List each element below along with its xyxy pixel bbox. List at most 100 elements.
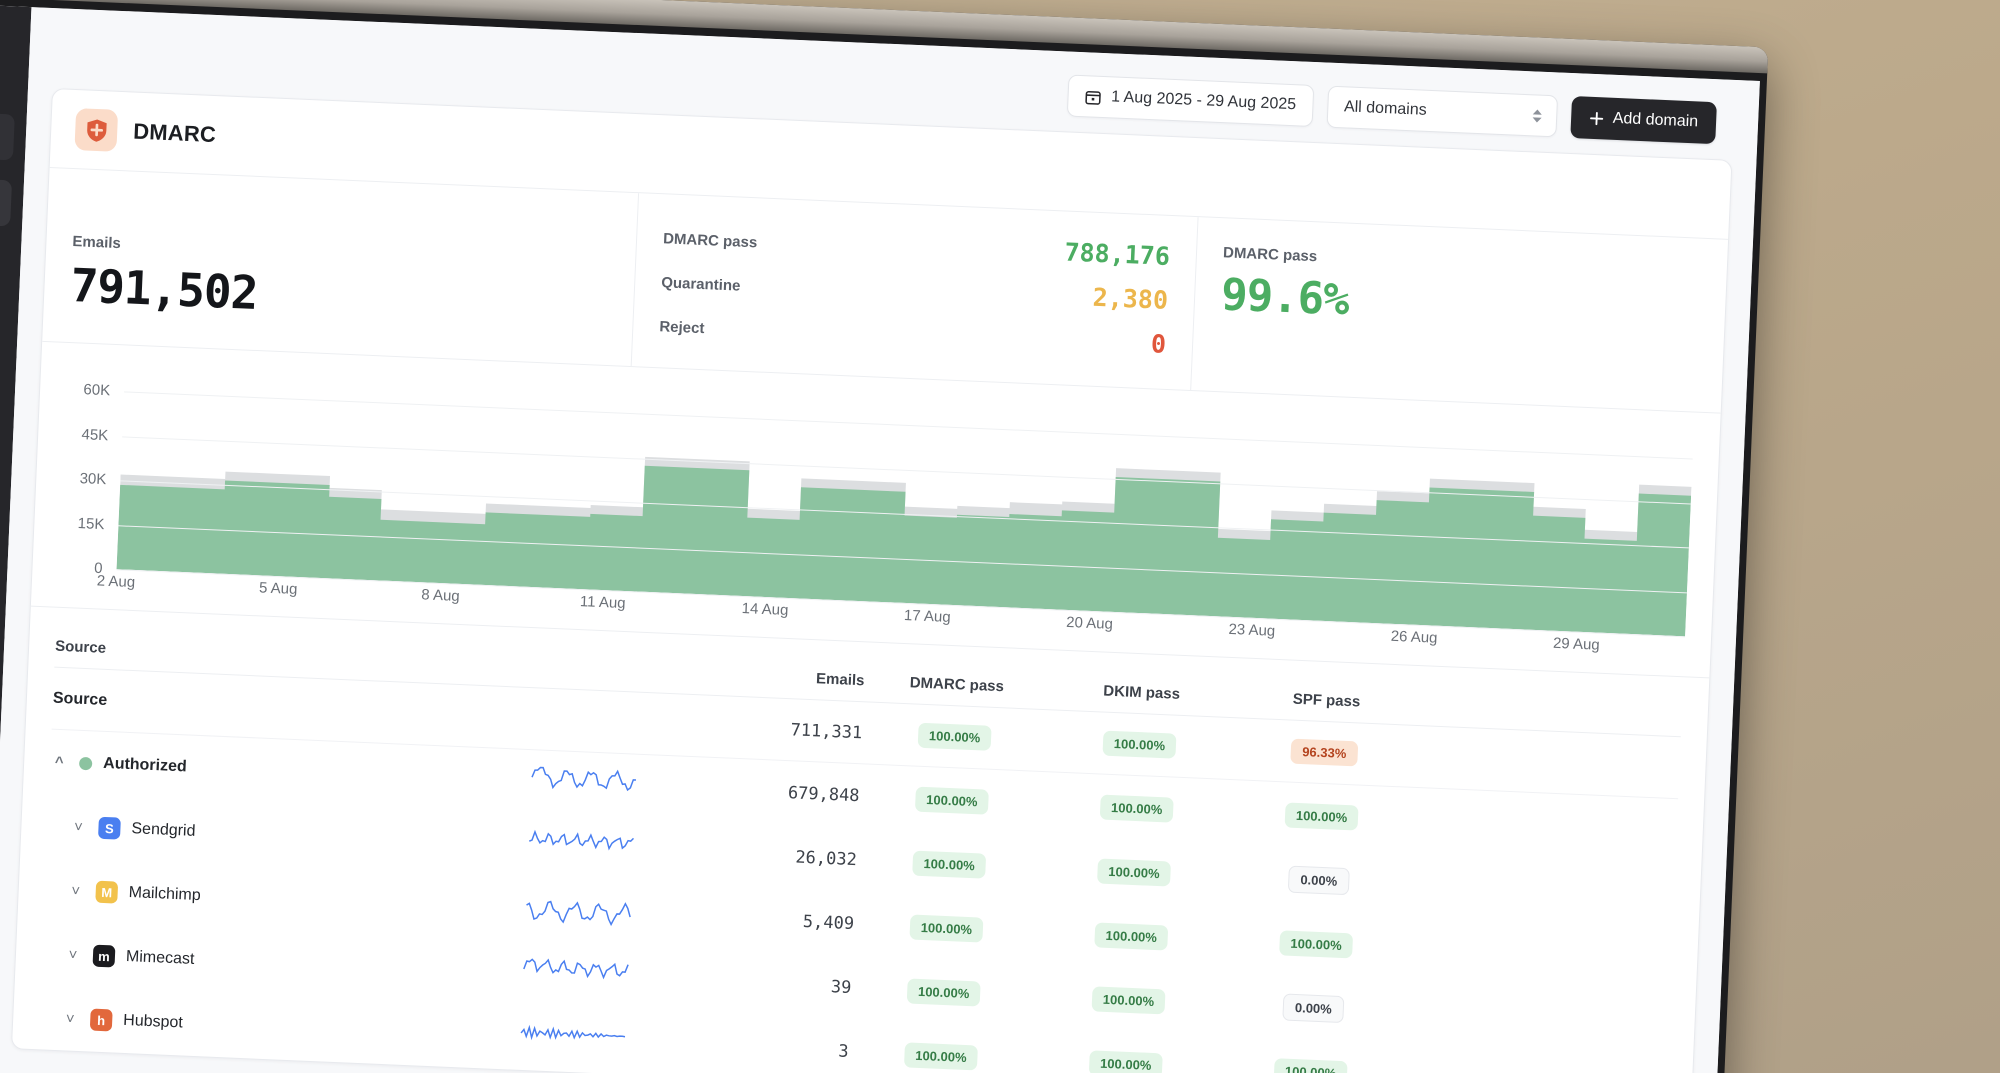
date-range-label: 1 Aug 2025 - 29 Aug 2025	[1110, 88, 1297, 114]
sidebar-item-active[interactable]	[0, 178, 13, 227]
row-trend	[533, 719, 713, 727]
breakdown-label: Reject	[659, 318, 705, 338]
status-badge: 100.00%	[906, 977, 981, 1007]
breakdown-label: Quarantine	[660, 274, 741, 295]
chevron-down-icon[interactable]: ˅	[70, 882, 81, 900]
breakdown-value: 2,380	[1092, 282, 1169, 315]
domain-filter-select[interactable]: All domains	[1326, 85, 1558, 138]
add-domain-button[interactable]: Add domain	[1569, 96, 1717, 145]
status-badge: 100.00%	[909, 913, 984, 943]
chart-y-axis: 0 15K 30K 45K 60K	[59, 367, 120, 577]
row-dmarc: 100.00%	[859, 784, 1045, 817]
emails-stat: Emails 791,502	[42, 168, 640, 367]
card-header: DMARC	[49, 89, 1732, 240]
row-label-total: Source	[52, 689, 108, 709]
chart-x-tick-label: 20 Aug	[1065, 613, 1114, 633]
row-trend	[518, 1021, 699, 1063]
table-row[interactable]: ˅ h Hubspot 3 100.00% 100.00% 100.00%	[38, 985, 1667, 1073]
page-title: DMARC	[132, 118, 217, 148]
status-badge: 0.00%	[1287, 865, 1350, 895]
row-spf: 100.00%	[1218, 1055, 1404, 1073]
table-row[interactable]: ˅ S Sendgrid 26,032 100.00% 100.00% 0.00%	[46, 794, 1675, 928]
row-trend	[521, 957, 702, 999]
top-toolbar: 1 Aug 2025 - 29 Aug 2025 All domains	[52, 26, 1735, 150]
row-emails: 5,409	[802, 911, 855, 935]
status-badge: 96.33%	[1290, 738, 1358, 767]
chart-x-tick-label: 11 Aug	[579, 593, 626, 613]
row-emails: 679,848	[787, 783, 860, 807]
chart-x-tick-label: 8 Aug	[420, 586, 461, 605]
status-badge: 100.00%	[1102, 730, 1177, 759]
main-content: 1 Aug 2025 - 29 Aug 2025 All domains	[0, 7, 1760, 1073]
sendgrid-logo-icon: S	[97, 816, 121, 840]
chart-series-dmarc-pass	[116, 465, 1692, 637]
workspace-switcher[interactable]	[0, 112, 15, 161]
status-badge: 100.00%	[1284, 801, 1359, 831]
sparkline-chart	[523, 958, 629, 980]
chart-x-tick-label: 17 Aug	[903, 606, 952, 626]
sparkline-chart	[520, 1024, 626, 1041]
row-dkim: 100.00%	[1047, 728, 1233, 761]
chevron-down-icon[interactable]: ˅	[65, 1009, 76, 1028]
status-badge: 0.00%	[1282, 993, 1345, 1023]
sparkline-chart	[529, 829, 635, 851]
breakdown-value: 0	[1150, 329, 1167, 359]
breakdown-row: DMARC pass 788,176	[663, 220, 1171, 271]
row-emails: 711,331	[790, 719, 863, 743]
app-badge	[74, 108, 119, 152]
row-dkim: 100.00%	[1044, 792, 1230, 825]
row-dmarc: 100.00%	[848, 1039, 1034, 1072]
hubspot-logo-icon: h	[89, 1008, 113, 1032]
row-dkim: 100.00%	[1041, 856, 1227, 889]
status-badge: 100.00%	[914, 786, 990, 815]
row-dmarc: 100.00%	[862, 720, 1048, 753]
volume-chart: 0 15K 30K 45K 60K 2 Aug 5 Aug 8 Aug 11 Aug 14 Au…	[57, 367, 1693, 666]
chart-plot-area	[116, 369, 1694, 638]
chart-x-tick-label: 5 Aug	[258, 579, 298, 598]
breakdown-row: Reject 0	[659, 308, 1167, 359]
chevron-up-icon[interactable]: ^	[54, 753, 64, 771]
date-range-picker[interactable]: 1 Aug 2025 - 29 Aug 2025	[1066, 74, 1314, 127]
pass-rate-stat: DMARC pass 99.6%	[1191, 217, 1728, 412]
row-dkim: 100.00%	[1033, 1047, 1219, 1073]
row-source-name: Hubspot	[122, 1011, 184, 1032]
row-source-name: Sendgrid	[131, 820, 196, 840]
breakdown-value: 788,176	[1063, 237, 1171, 271]
shield-icon	[86, 118, 107, 142]
status-badge: 100.00%	[1096, 857, 1172, 887]
row-trend	[524, 893, 705, 935]
chart-x-tick-label: 2 Aug	[96, 572, 136, 592]
row-trend	[529, 765, 710, 807]
chart-area-series	[116, 456, 1692, 637]
status-badge: 100.00%	[903, 1041, 979, 1070]
pass-rate-value: 99.6%	[1220, 269, 1350, 326]
table-row[interactable]: ^ Authorized 679,848 100.00% 100.00% 100.00%	[49, 730, 1678, 864]
table-row[interactable]: ˅ m Mimecast 39 100.00% 100.00% 0.00%	[41, 921, 1670, 1055]
chart-x-tick-label: 29 Aug	[1552, 634, 1601, 654]
chevron-up-down-icon	[1529, 106, 1544, 126]
row-dmarc: 100.00%	[851, 976, 1037, 1009]
chevron-down-icon[interactable]: ˅	[73, 818, 84, 836]
row-source-name: Mimecast	[125, 948, 195, 968]
calendar-icon	[1084, 88, 1102, 106]
row-spf: 0.00%	[1226, 862, 1412, 897]
disposition-breakdown: DMARC pass 788,176 Quarantine 2,380 Reje…	[631, 193, 1199, 391]
chart-y-tick-label: 30K	[79, 470, 107, 489]
dmarc-card: DMARC Emails 791,502 DMARC pass 788,176	[10, 88, 1733, 1073]
status-badge: 100.00%	[1091, 985, 1166, 1014]
status-badge: 100.00%	[1273, 1057, 1348, 1073]
breakdown-label: DMARC pass	[662, 230, 758, 252]
table-row[interactable]: ˅ M Mailchimp 5,409 100.00% 100.00% 100.00%	[43, 857, 1672, 991]
row-source-name: Authorized	[102, 754, 188, 776]
status-dot-icon	[78, 756, 93, 770]
app-screen: 1 Aug 2025 - 29 Aug 2025 All domains	[0, 4, 1760, 1073]
row-dkim: 100.00%	[1038, 920, 1224, 953]
domain-filter-label: All domains	[1343, 98, 1428, 119]
chevron-down-icon[interactable]: ˅	[68, 946, 78, 964]
status-badge: 100.00%	[1278, 929, 1354, 958]
source-table: Source Emails DMARC pass DKIM pass SPF p…	[12, 607, 1709, 1073]
status-badge: 100.00%	[1088, 1049, 1163, 1073]
row-spf: 100.00%	[1229, 800, 1415, 833]
breakdown-row: Quarantine 2,380	[661, 264, 1169, 315]
row-spf: 100.00%	[1223, 927, 1409, 960]
